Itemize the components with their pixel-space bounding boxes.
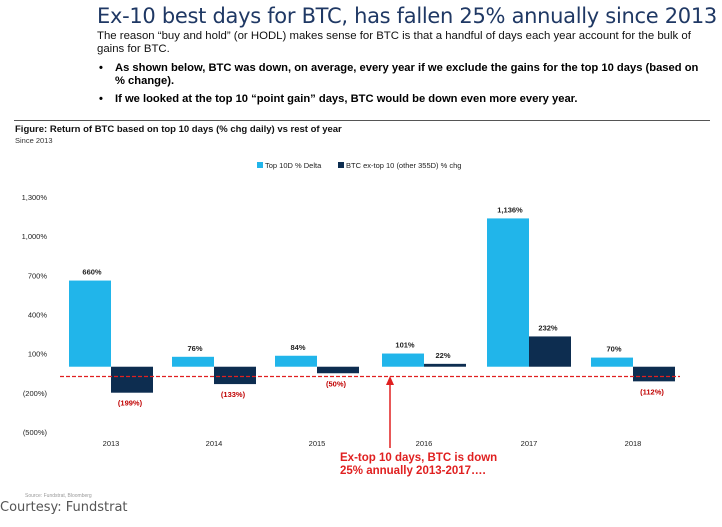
annotation-arrow	[386, 376, 394, 448]
annotation-text: Ex-top 10 days, BTC is down 25% annually…	[340, 452, 498, 477]
bullet-item: If we looked at the top 10 “point gain” …	[97, 93, 709, 106]
bar-ex-top10-2013	[111, 366, 153, 393]
data-label: (50%)	[326, 379, 347, 388]
y-tick-label: 1,000%	[22, 232, 48, 241]
y-tick-label: 400%	[28, 311, 48, 320]
data-label: 84%	[290, 343, 305, 352]
bar-top10-2014	[172, 356, 214, 367]
y-tick-label: 700%	[28, 271, 48, 280]
figure-divider	[14, 120, 710, 121]
data-labels: 660% 76% 84% 101% 1,136% 70% (199%) (133%) (50%)…	[82, 205, 664, 407]
y-axis: 1,300% 1,000% 700% 400% 100% (200%) (500%)	[22, 193, 48, 437]
figure-title: Figure: Return of BTC based on top 10 da…	[15, 124, 342, 135]
bars	[69, 218, 675, 393]
x-tick-label: 2017	[521, 439, 538, 448]
bar-top10-2018	[591, 357, 633, 367]
data-label: 660%	[82, 268, 102, 277]
courtesy-credit: Courtesy: Fundstrat	[0, 500, 128, 515]
y-tick-label: 1,300%	[22, 193, 48, 202]
legend-swatch-top10	[257, 162, 263, 168]
x-tick-label: 2014	[206, 439, 223, 448]
data-label: (199%)	[118, 399, 143, 408]
data-label: 232%	[538, 323, 558, 332]
bullet-item: As shown below, BTC was down, on average…	[97, 62, 709, 88]
bar-ex-top10-2014	[214, 366, 256, 385]
data-label: 70%	[606, 345, 621, 354]
y-tick-label: (200%)	[23, 389, 48, 398]
data-label: 22%	[435, 351, 450, 360]
x-axis: 2013 2014 2015 2016 2017 2018	[103, 439, 642, 448]
x-tick-label: 2015	[309, 439, 326, 448]
bullet-list: As shown below, BTC was down, on average…	[97, 62, 709, 111]
x-tick-label: 2013	[103, 439, 120, 448]
data-label: 1,136%	[497, 205, 523, 214]
bar-ex-top10-2015	[317, 366, 359, 374]
legend-swatch-ex-top10	[338, 162, 344, 168]
legend-label-ex-top10: BTC ex-top 10 (other 355D) % chg	[346, 161, 461, 170]
bar-ex-top10-2017	[529, 336, 571, 367]
x-tick-label: 2016	[416, 439, 433, 448]
data-label: 76%	[187, 344, 202, 353]
data-label: (112%)	[640, 387, 664, 396]
bar-top10-2016	[382, 353, 424, 367]
bar-top10-2017	[487, 218, 529, 367]
bar-ex-top10-2018	[633, 366, 675, 382]
data-label: 101%	[395, 341, 415, 350]
x-tick-label: 2018	[625, 439, 642, 448]
figure-subtitle: Since 2013	[15, 136, 53, 145]
page-title: Ex-10 best days for BTC, has fallen 25% …	[97, 4, 717, 28]
bar-ex-top10-2016	[424, 363, 466, 367]
bar-top10-2015	[275, 355, 317, 367]
legend: Top 10D % Delta BTC ex-top 10 (other 355…	[257, 161, 461, 170]
data-label: (133%)	[221, 390, 246, 399]
y-tick-label: 100%	[28, 350, 48, 359]
source-note: Source: Fundstrat, Bloomberg	[25, 493, 92, 499]
y-tick-label: (500%)	[23, 428, 48, 437]
bar-top10-2013	[69, 280, 111, 367]
legend-label-top10: Top 10D % Delta	[265, 161, 322, 170]
intro-text: The reason “buy and hold” (or HODL) make…	[97, 30, 691, 55]
